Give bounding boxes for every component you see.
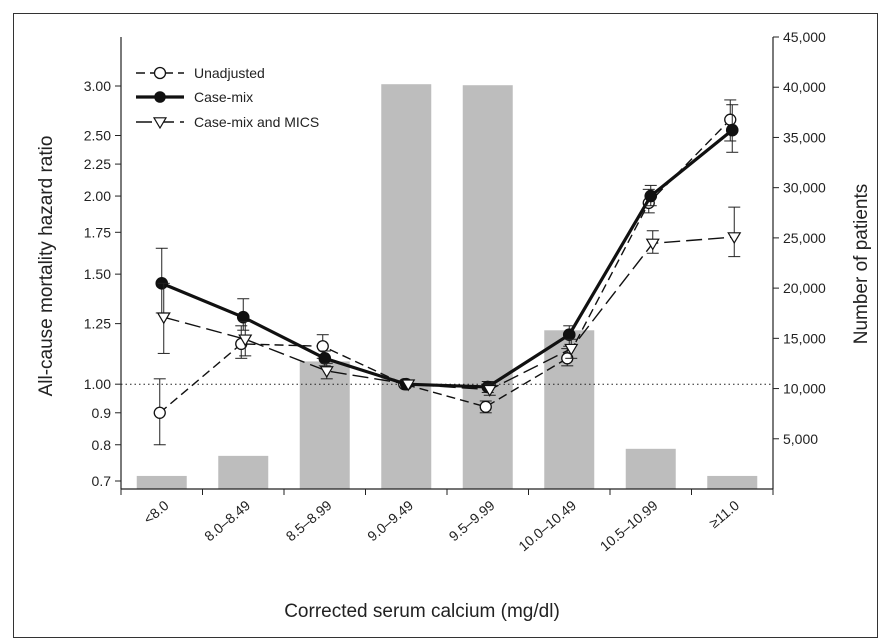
point-1-6 — [644, 189, 658, 203]
x-axis-label: Corrected serum calcium (mg/dl) — [284, 601, 560, 622]
left-tick-label-0: 0.7 — [92, 473, 112, 489]
bar-4 — [462, 85, 513, 490]
right-tick-label-3: 20,000 — [783, 280, 826, 296]
point-1-1 — [236, 310, 250, 324]
left-tick-label-4: 1.25 — [84, 316, 111, 332]
left-tick-label-6: 1.75 — [84, 224, 111, 240]
point-1-5 — [562, 328, 576, 342]
x-tick-label-5: 10.0–10.49 — [515, 497, 579, 554]
bar-7 — [707, 475, 758, 489]
series-line-0 — [159, 119, 731, 414]
point-2-2 — [319, 366, 334, 379]
legend-label-1: Case-mix — [194, 89, 253, 105]
point-0-0 — [153, 406, 166, 419]
bar-1 — [218, 455, 269, 489]
point-2-3 — [401, 379, 416, 392]
x-tick-label-4: 9.5–9.99 — [446, 497, 498, 544]
x-tick-label-7: ≥11.0 — [706, 497, 742, 531]
x-tick-label-6: 10.5–10.99 — [597, 497, 661, 554]
left-tick-label-10: 3.00 — [84, 78, 111, 94]
point-0-2 — [316, 340, 329, 353]
point-1-7 — [725, 123, 739, 137]
right-y-axis-label: Number of patients — [851, 184, 872, 345]
point-2-7 — [727, 232, 742, 245]
figure-frame: 0.7 0.8 0.9 1.00 1.25 1.50 1.75 2.00 2.25 2.50 3.0… — [13, 13, 878, 638]
point-2-1 — [238, 334, 253, 347]
point-0-7 — [724, 113, 737, 126]
series-line-1 — [161, 128, 734, 389]
left-tick-label-9: 2.50 — [84, 127, 111, 143]
x-tick-label-2: 8.5–8.99 — [283, 497, 335, 544]
right-tick-label-1: 10,000 — [783, 381, 826, 397]
legend-label-0: Unadjusted — [194, 65, 265, 81]
point-2-6 — [645, 238, 660, 251]
right-tick-label-5: 30,000 — [783, 180, 826, 196]
x-tick-label-1: 8.0–8.49 — [201, 497, 253, 544]
legend-marker-2 — [152, 117, 168, 130]
bar-6 — [625, 448, 676, 489]
left-y-axis-label: All-cause mortality hazard ratio — [36, 136, 57, 397]
legend-label-2: Case-mix and MICS — [194, 114, 319, 130]
left-tick-label-3: 1.00 — [84, 376, 111, 392]
axes: 0.7 0.8 0.9 1.00 1.25 1.50 1.75 2.00 2.25 2.50 3.0… — [84, 29, 826, 554]
series-line-2 — [163, 236, 735, 391]
legend: Unadjusted Case-mix Case-mix and MICS — [136, 65, 319, 130]
legend-marker-1 — [154, 91, 166, 103]
left-tick-label-2: 0.9 — [92, 405, 112, 421]
bar-2 — [299, 361, 350, 489]
right-tick-label-4: 25,000 — [783, 230, 826, 246]
left-tick-label-8: 2.25 — [84, 156, 111, 172]
bar-3 — [381, 84, 432, 489]
right-tick-label-7: 40,000 — [783, 79, 826, 95]
point-2-4 — [482, 384, 497, 397]
left-tick-label-5: 1.50 — [84, 266, 111, 282]
point-0-4 — [479, 400, 492, 413]
point-1-2 — [318, 352, 332, 365]
series-lines — [153, 99, 742, 446]
bar-group — [136, 84, 758, 490]
legend-marker-0 — [153, 66, 167, 80]
x-tick-label-3: 9.0–9.49 — [364, 497, 416, 544]
left-tick-label-1: 0.8 — [92, 437, 112, 453]
chart: 0.7 0.8 0.9 1.00 1.25 1.50 1.75 2.00 2.25 2.50 3.0… — [36, 29, 872, 622]
point-2-5 — [564, 343, 579, 356]
right-tick-label-0: 5,000 — [783, 431, 818, 447]
left-tick-label-7: 2.00 — [84, 188, 111, 204]
right-tick-label-8: 45,000 — [783, 29, 826, 45]
right-tick-label-6: 35,000 — [783, 129, 826, 145]
x-tick-label-0: <8.0 — [140, 497, 172, 527]
right-tick-label-2: 15,000 — [783, 330, 826, 346]
point-2-0 — [156, 312, 171, 325]
bar-0 — [136, 475, 187, 489]
